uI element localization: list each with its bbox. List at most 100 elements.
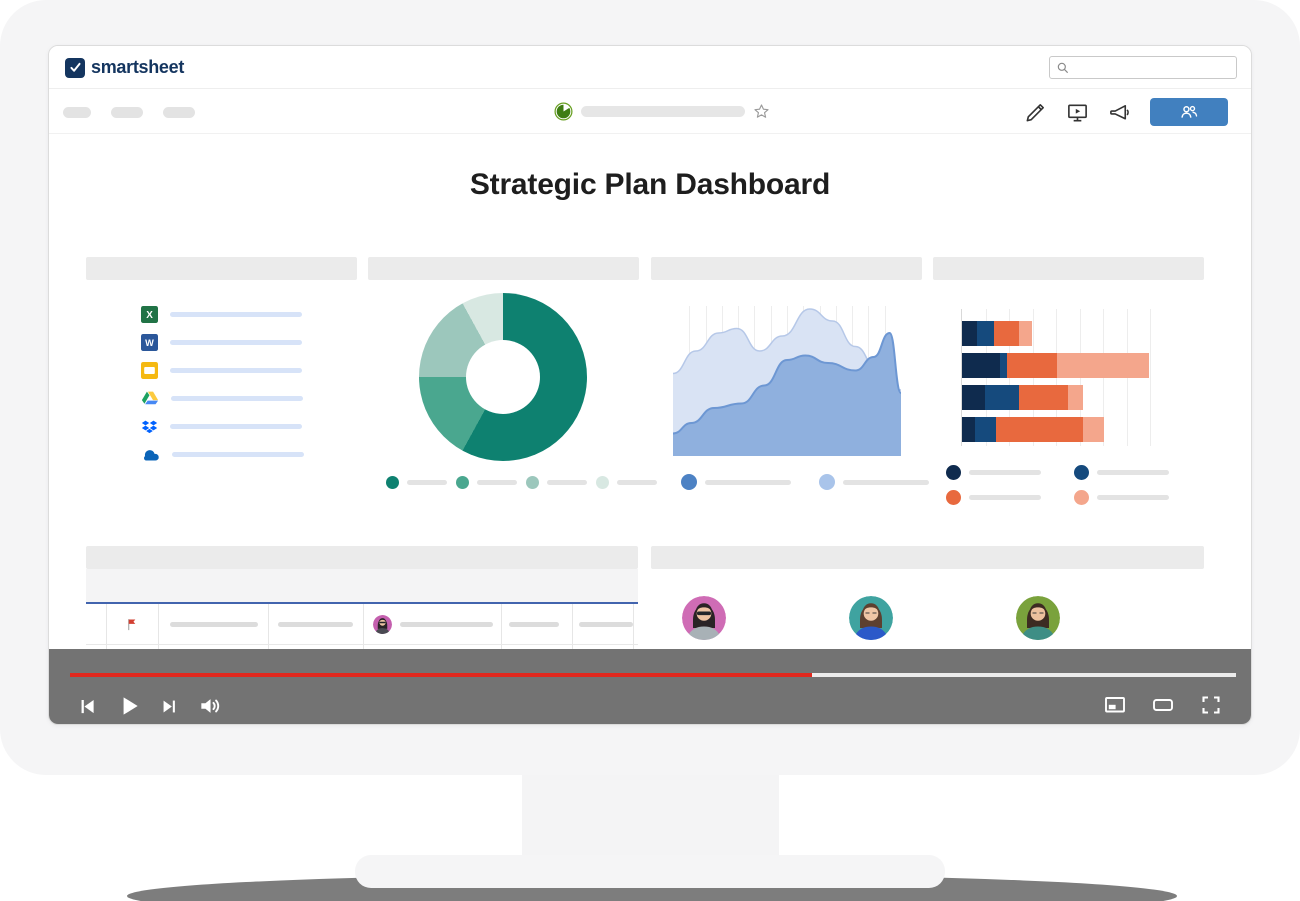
legend-dot	[526, 476, 539, 489]
fullscreen-button[interactable]	[1199, 693, 1223, 717]
nav-pill[interactable]	[111, 107, 143, 118]
legend-item	[946, 490, 1074, 505]
legend-line-placeholder	[843, 479, 929, 485]
flag-icon	[128, 618, 136, 630]
users-icon	[1178, 101, 1200, 123]
toolbar	[49, 90, 1251, 134]
nav-pill[interactable]	[163, 107, 195, 118]
avatar-woman-glasses	[849, 596, 893, 640]
file-row[interactable]	[141, 446, 304, 463]
legend-item	[526, 476, 587, 489]
browser-window: smartsheet	[48, 45, 1252, 725]
gantt-divider	[86, 602, 638, 604]
legend-dot	[946, 490, 961, 505]
file-row[interactable]: W	[141, 334, 304, 351]
legend-line-placeholder	[1097, 495, 1169, 500]
video-player-bar	[49, 649, 1251, 724]
excel-icon: X	[141, 306, 158, 323]
player-controls-left	[77, 693, 223, 719]
legend-dot	[1074, 490, 1089, 505]
cell-placeholder-line	[400, 621, 493, 627]
legend-item	[596, 476, 657, 489]
donut-hole	[466, 340, 540, 414]
theater-button[interactable]	[1151, 693, 1175, 717]
area-chart	[673, 306, 901, 456]
widget-team	[651, 546, 1204, 724]
window-header: smartsheet	[49, 46, 1251, 89]
file-row[interactable]: X	[141, 306, 304, 323]
file-name-placeholder	[170, 340, 302, 345]
cell-placeholder-line	[579, 621, 633, 627]
slides-icon	[141, 362, 158, 379]
bar-legend	[946, 465, 1202, 505]
bar-segment	[985, 385, 1020, 410]
monitor-stand-neck	[522, 770, 779, 862]
monitor-stand-base	[355, 855, 945, 888]
legend-line-placeholder	[477, 480, 517, 485]
file-name-placeholder	[170, 312, 302, 317]
legend-item	[1074, 465, 1202, 480]
gantt-cell	[364, 604, 502, 644]
gantt-subheader-placeholder	[86, 569, 638, 602]
brand-name: smartsheet	[91, 57, 185, 77]
legend-dot	[456, 476, 469, 489]
bar-segment	[962, 417, 975, 442]
donut-chart	[419, 293, 587, 461]
bar-segment	[1082, 417, 1104, 442]
bar-segment	[1019, 385, 1068, 410]
legend-line-placeholder	[617, 480, 657, 485]
megaphone-icon[interactable]	[1108, 101, 1131, 124]
assignee-avatar	[373, 614, 392, 634]
bar-chart-rows	[962, 321, 1174, 442]
bar-segment	[974, 417, 996, 442]
file-name-placeholder	[172, 452, 304, 457]
cell-placeholder-line	[278, 621, 353, 627]
file-row[interactable]	[141, 362, 304, 379]
miniplayer-button[interactable]	[1103, 693, 1127, 717]
play-button[interactable]	[116, 693, 142, 719]
share-users-button[interactable]	[1150, 98, 1228, 126]
smartsheet-check-icon	[65, 57, 85, 78]
donut-legend	[386, 476, 657, 489]
svg-text:W: W	[145, 338, 154, 348]
nav-pills	[63, 107, 195, 118]
file-name-placeholder	[171, 396, 303, 401]
smartsheet-logo[interactable]: smartsheet	[65, 57, 184, 78]
series-light-line	[673, 308, 901, 391]
file-name-placeholder	[170, 368, 302, 373]
file-list: X W	[141, 306, 304, 463]
gantt-cell	[107, 604, 159, 644]
bar-row	[962, 353, 1174, 378]
volume-button[interactable]	[197, 693, 223, 719]
dashboard-title: Strategic Plan Dashboard	[469, 168, 831, 201]
monitor-bezel: smartsheet	[48, 45, 1252, 725]
previous-button[interactable]	[77, 696, 98, 717]
bar-segment	[976, 321, 994, 346]
bar-segment	[995, 417, 1083, 442]
gdrive-icon	[141, 391, 159, 405]
cell-placeholder-line	[170, 621, 258, 627]
file-row[interactable]	[141, 418, 304, 435]
toolbar-actions	[1024, 98, 1228, 126]
player-controls-right	[1103, 693, 1223, 717]
pencil-edit-icon[interactable]	[1024, 101, 1047, 124]
bar-row	[962, 417, 1174, 442]
series-dark-fill	[673, 333, 901, 456]
legend-line-placeholder	[1097, 470, 1169, 475]
next-button[interactable]	[160, 697, 179, 716]
present-monitor-icon[interactable]	[1066, 101, 1089, 124]
star-outline-icon[interactable]	[753, 103, 770, 120]
search-input[interactable]	[1070, 60, 1220, 75]
legend-item	[681, 474, 791, 490]
legend-item	[819, 474, 929, 490]
bar-segment	[962, 385, 986, 410]
file-row[interactable]	[141, 390, 304, 407]
legend-dot	[1074, 465, 1089, 480]
area-legend	[681, 474, 929, 490]
video-progress-track[interactable]	[70, 673, 1236, 677]
cell-placeholder-line	[509, 621, 559, 627]
search-box[interactable]	[1049, 56, 1237, 79]
video-progress-played	[70, 673, 812, 677]
nav-pill[interactable]	[63, 107, 91, 118]
